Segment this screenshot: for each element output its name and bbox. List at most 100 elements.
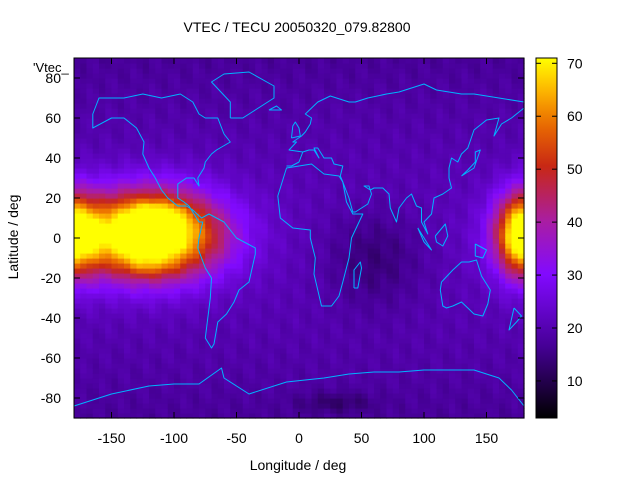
heatmap-cell [267, 268, 275, 274]
heatmap-cell [99, 113, 106, 119]
heatmap-cell [180, 223, 188, 229]
heatmap-cell [367, 253, 375, 259]
heatmap-cell [386, 318, 394, 324]
heatmap-cell [205, 273, 213, 279]
heatmap-cell [280, 193, 288, 199]
heatmap-cell [255, 108, 263, 114]
heatmap-cell [255, 118, 263, 124]
heatmap-cell [161, 113, 169, 119]
heatmap-cell [399, 243, 406, 249]
heatmap-cell [424, 183, 431, 189]
heatmap-cell [324, 168, 331, 174]
heatmap-cell [217, 63, 225, 69]
heatmap-cell [192, 83, 200, 89]
heatmap-cell [92, 318, 100, 324]
heatmap-cell [330, 133, 338, 139]
heatmap-cell [505, 323, 513, 329]
heatmap-cell [361, 303, 369, 309]
heatmap-cell [474, 253, 481, 259]
heatmap-cell [286, 213, 294, 219]
heatmap-cell [492, 243, 500, 249]
heatmap-cell [392, 148, 400, 154]
heatmap-cell [192, 163, 200, 169]
heatmap-cell [380, 388, 388, 394]
heatmap-cell [255, 353, 263, 359]
heatmap-cell [467, 213, 475, 219]
heatmap-cell [449, 228, 456, 234]
heatmap-cell [249, 258, 256, 264]
heatmap-cell [424, 128, 431, 134]
heatmap-cell [336, 308, 344, 314]
heatmap-cell [161, 138, 169, 144]
heatmap-cell [367, 263, 375, 269]
heatmap-cell [449, 243, 456, 249]
heatmap-cell [442, 98, 450, 104]
heatmap-cell [86, 333, 94, 339]
heatmap-cell [467, 108, 475, 114]
heatmap-cell [99, 148, 106, 154]
heatmap-cell [392, 348, 400, 354]
heatmap-cell [311, 143, 319, 149]
heatmap-cell [486, 313, 494, 319]
heatmap-cell [130, 218, 138, 224]
heatmap-cell [436, 318, 444, 324]
heatmap-cell [436, 363, 444, 369]
heatmap-cell [224, 163, 231, 169]
heatmap-cell [349, 163, 356, 169]
heatmap-cell [255, 308, 263, 314]
heatmap-cell [317, 103, 325, 109]
heatmap-cell [324, 383, 331, 389]
heatmap-cell [186, 248, 194, 254]
heatmap-cell [211, 68, 219, 74]
heatmap-cell [405, 378, 413, 384]
heatmap-cell [92, 343, 100, 349]
heatmap-cell [199, 353, 206, 359]
heatmap-cell [99, 358, 106, 364]
heatmap-cell [117, 278, 125, 284]
heatmap-cell [111, 368, 119, 374]
heatmap-cell [80, 243, 88, 249]
heatmap-cell [474, 303, 481, 309]
heatmap-cell [180, 313, 188, 319]
heatmap-cell [430, 413, 438, 419]
heatmap-cell [392, 368, 400, 374]
heatmap-cell [130, 378, 138, 384]
heatmap-cell [474, 308, 481, 314]
heatmap-cell [492, 383, 500, 389]
heatmap-cell [142, 263, 150, 269]
heatmap-cell [105, 213, 113, 219]
heatmap-cell [224, 338, 231, 344]
heatmap-cell [205, 243, 213, 249]
heatmap-cell [205, 258, 213, 264]
heatmap-cell [242, 173, 250, 179]
heatmap-cell [142, 378, 150, 384]
heatmap-cell [361, 298, 369, 304]
heatmap-cell [130, 373, 138, 379]
heatmap-cell [380, 98, 388, 104]
heatmap-cell [399, 133, 406, 139]
heatmap-cell [374, 188, 381, 194]
heatmap-cell [180, 403, 188, 409]
heatmap-cell [174, 328, 181, 334]
heatmap-cell [205, 283, 213, 289]
heatmap-cell [192, 318, 200, 324]
heatmap-cell [111, 168, 119, 174]
heatmap-cell [267, 358, 275, 364]
heatmap-cell [342, 373, 350, 379]
heatmap-cell [192, 198, 200, 204]
heatmap-cell [330, 323, 338, 329]
heatmap-cell [374, 398, 381, 404]
heatmap-cell [424, 98, 431, 104]
heatmap-cell [424, 203, 431, 209]
heatmap-cell [417, 198, 425, 204]
heatmap-cell [455, 58, 463, 64]
heatmap-cell [305, 68, 313, 74]
heatmap-cell [192, 413, 200, 419]
heatmap-cell [92, 68, 100, 74]
heatmap-cell [249, 333, 256, 339]
heatmap-cell [192, 58, 200, 64]
heatmap-cell [324, 123, 331, 129]
heatmap-cell [242, 318, 250, 324]
heatmap-cell [442, 313, 450, 319]
heatmap-cell [355, 323, 363, 329]
